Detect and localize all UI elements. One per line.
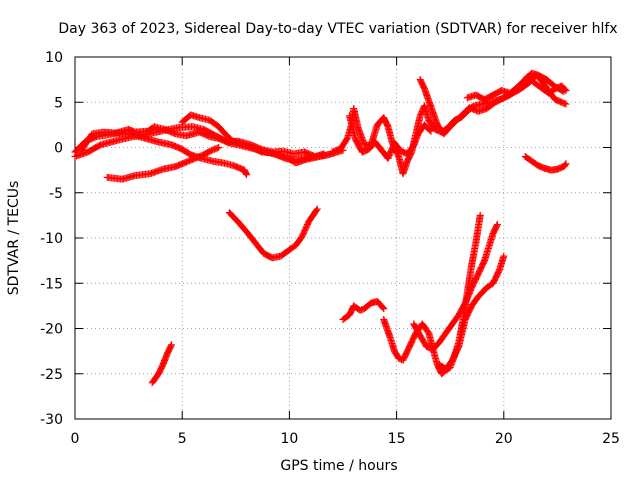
y-tick-label: -20 (40, 322, 63, 338)
series-track-05 (178, 111, 328, 164)
x-tick-label: 5 (178, 431, 187, 447)
data-point (561, 85, 569, 93)
data-point (213, 144, 221, 152)
data-point (167, 342, 175, 350)
data-point (561, 161, 569, 169)
x-tick-label: 15 (388, 431, 406, 447)
x-tick-label: 25 (602, 431, 620, 447)
data-point (380, 305, 388, 313)
data-marks (71, 69, 570, 387)
data-point (427, 127, 435, 135)
series-track-11 (463, 73, 570, 104)
series-track-06 (148, 341, 175, 387)
y-tick-label: 10 (45, 50, 63, 66)
series-track-16 (435, 252, 508, 373)
data-point (493, 220, 501, 228)
grid-layer (75, 57, 611, 419)
y-tick-label: 0 (54, 141, 63, 157)
data-point (561, 99, 569, 107)
y-tick-label: -10 (40, 231, 63, 247)
data-point (493, 222, 501, 230)
series-track-09 (345, 112, 435, 162)
data-point (476, 211, 484, 219)
data-point (215, 144, 223, 151)
x-tick-label: 10 (280, 431, 298, 447)
series-track-04 (103, 144, 223, 183)
x-axis-label: GPS time / hours (280, 458, 397, 474)
series-track-13 (339, 297, 388, 323)
data-point (280, 154, 288, 162)
data-point (243, 171, 251, 179)
y-tick-label: -25 (40, 367, 63, 383)
y-tick-label: 5 (54, 95, 63, 111)
x-tick-label: 0 (71, 431, 80, 447)
y-axis-label: SDTVAR / TECUs (6, 181, 22, 296)
series-track-12 (521, 153, 570, 174)
y-tick-label: -30 (40, 412, 63, 428)
data-point (562, 160, 570, 168)
y-tick-label: -5 (49, 186, 63, 202)
data-point (562, 86, 570, 94)
data-point (235, 139, 243, 147)
data-point (313, 205, 321, 213)
data-point (312, 206, 320, 214)
x-tick-labels: 0 5 10 15 20 25 (71, 431, 620, 447)
data-point (500, 252, 508, 260)
data-point (167, 341, 175, 349)
chart-title: Day 363 of 2023, Sidereal Day-to-day VTE… (58, 21, 617, 37)
data-point (562, 100, 570, 108)
x-tick-label: 20 (495, 431, 513, 447)
data-point (426, 126, 434, 134)
y-tick-labels: -30 -25 -20 -15 -10 -5 0 5 10 (40, 50, 63, 428)
data-point (320, 150, 328, 158)
series-track-07 (225, 205, 321, 262)
series-track-15 (410, 220, 501, 353)
data-point (379, 304, 387, 312)
y-tick-label: -15 (40, 276, 63, 292)
